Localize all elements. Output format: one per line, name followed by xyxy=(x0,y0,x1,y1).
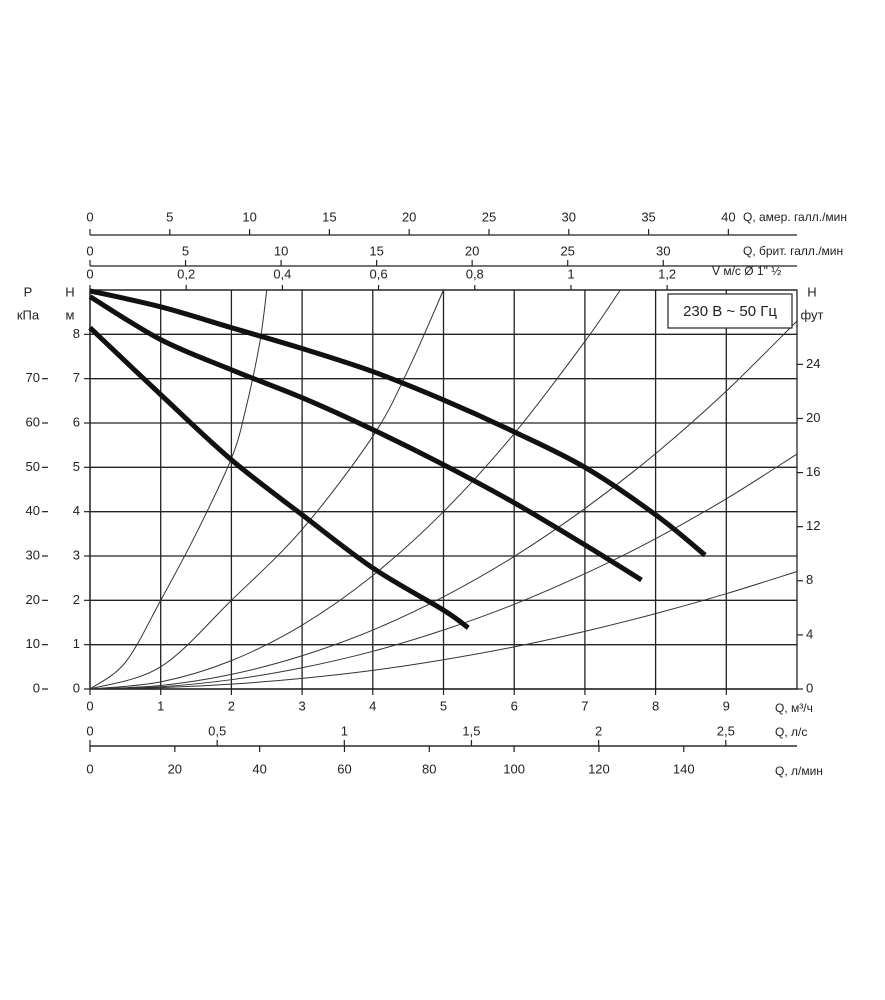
x-tick-label: 20 xyxy=(402,209,416,224)
y-tick-label: 8 xyxy=(73,326,80,341)
system-curve xyxy=(89,571,798,690)
system-curve xyxy=(89,289,444,690)
x-tick-label: 30 xyxy=(656,243,670,258)
x-tick-label: 0,5 xyxy=(208,723,226,738)
x-tick-label: 6 xyxy=(511,698,518,713)
x-tick-label: 0,8 xyxy=(466,266,484,281)
x-tick-label: 80 xyxy=(422,761,436,776)
x-tick-label: 25 xyxy=(482,209,496,224)
x-tick-label: 20 xyxy=(465,243,479,258)
y-tick-label: 0 xyxy=(33,680,40,695)
x-tick-label: 2,5 xyxy=(717,723,735,738)
pump-curve xyxy=(89,288,707,558)
x-tick-label: 7 xyxy=(581,698,588,713)
y-tick-label: 30 xyxy=(26,547,40,562)
system-curve xyxy=(89,289,621,690)
x-tick-label: 9 xyxy=(723,698,730,713)
x-axis-title: Q, брит. галл./мин xyxy=(743,244,843,258)
x-tick-label: 1 xyxy=(567,266,574,281)
x-tick-label: 5 xyxy=(440,698,447,713)
y-tick-label: 24 xyxy=(806,356,820,371)
x-tick-label: 4 xyxy=(369,698,376,713)
x-tick-label: 15 xyxy=(369,243,383,258)
y-tick-label: 7 xyxy=(73,370,80,385)
y-axis-unit: кПа xyxy=(17,307,40,322)
y-tick-label: 4 xyxy=(806,626,813,641)
x-tick-label: 0,2 xyxy=(177,266,195,281)
x-tick-label: 35 xyxy=(641,209,655,224)
x-tick-label: 140 xyxy=(673,761,695,776)
x-tick-label: 3 xyxy=(298,698,305,713)
x-axis-title: V м/с Ø 1" ½ xyxy=(712,264,781,278)
y-tick-label: 3 xyxy=(73,547,80,562)
x-tick-label: 20 xyxy=(168,761,182,776)
x-tick-label: 1 xyxy=(157,698,164,713)
system-curve xyxy=(89,453,798,690)
y-tick-label: 12 xyxy=(806,518,820,533)
annotation: 230 В ~ 50 Гц xyxy=(683,303,777,320)
x-tick-label: 25 xyxy=(560,243,574,258)
y-tick-label: 20 xyxy=(26,592,40,607)
x-tick-label: 40 xyxy=(721,209,735,224)
x-tick-label: 8 xyxy=(652,698,659,713)
y-tick-label: 40 xyxy=(26,503,40,518)
x-tick-label: 0 xyxy=(86,266,93,281)
x-tick-label: 1,5 xyxy=(462,723,480,738)
system-curve xyxy=(89,320,798,690)
y-axis-title: P xyxy=(24,284,33,299)
y-axis-title: H xyxy=(65,284,74,299)
y-axis-title: H xyxy=(807,284,816,299)
y-tick-label: 70 xyxy=(26,370,40,385)
x-tick-label: 0 xyxy=(86,761,93,776)
y-tick-label: 20 xyxy=(806,410,820,425)
x-axis-title: Q, м³/ч xyxy=(775,701,813,715)
x-tick-label: 100 xyxy=(503,761,525,776)
x-tick-label: 5 xyxy=(166,209,173,224)
x-tick-label: 120 xyxy=(588,761,610,776)
y-tick-label: 8 xyxy=(806,572,813,587)
x-tick-label: 10 xyxy=(242,209,256,224)
x-tick-label: 40 xyxy=(252,761,266,776)
x-tick-label: 5 xyxy=(182,243,189,258)
y-tick-label: 16 xyxy=(806,464,820,479)
y-tick-label: 0 xyxy=(73,680,80,695)
x-axis-title: Q, амер. галл./мин xyxy=(743,210,847,224)
x-tick-label: 2 xyxy=(228,698,235,713)
y-tick-label: 6 xyxy=(73,414,80,429)
y-tick-label: 4 xyxy=(73,503,80,518)
y-axis-unit: фут xyxy=(800,307,823,322)
x-axis-title: Q, л/мин xyxy=(775,764,823,778)
x-axis-title: Q, л/с xyxy=(775,725,807,739)
y-tick-label: 50 xyxy=(26,459,40,474)
system-curve xyxy=(89,289,268,690)
x-tick-label: 10 xyxy=(274,243,288,258)
x-tick-label: 15 xyxy=(322,209,336,224)
x-tick-label: 2 xyxy=(595,723,602,738)
x-tick-label: 0 xyxy=(86,698,93,713)
pump-curve xyxy=(88,325,470,630)
x-tick-label: 0 xyxy=(86,243,93,258)
x-tick-label: 0,4 xyxy=(273,266,291,281)
y-tick-label: 5 xyxy=(73,459,80,474)
x-tick-label: 30 xyxy=(562,209,576,224)
x-tick-label: 0 xyxy=(86,209,93,224)
x-tick-label: 1 xyxy=(341,723,348,738)
x-tick-label: 60 xyxy=(337,761,351,776)
y-tick-label: 2 xyxy=(73,592,80,607)
x-tick-label: 0,6 xyxy=(370,266,388,281)
pump-curve xyxy=(88,294,643,583)
y-tick-label: 0 xyxy=(806,680,813,695)
x-tick-label: 0 xyxy=(86,723,93,738)
y-axis-unit: м xyxy=(66,307,75,322)
y-tick-label: 60 xyxy=(26,414,40,429)
y-tick-label: 10 xyxy=(26,636,40,651)
x-tick-label: 1,2 xyxy=(658,266,676,281)
y-tick-label: 1 xyxy=(73,636,80,651)
annotation-box xyxy=(667,293,793,329)
